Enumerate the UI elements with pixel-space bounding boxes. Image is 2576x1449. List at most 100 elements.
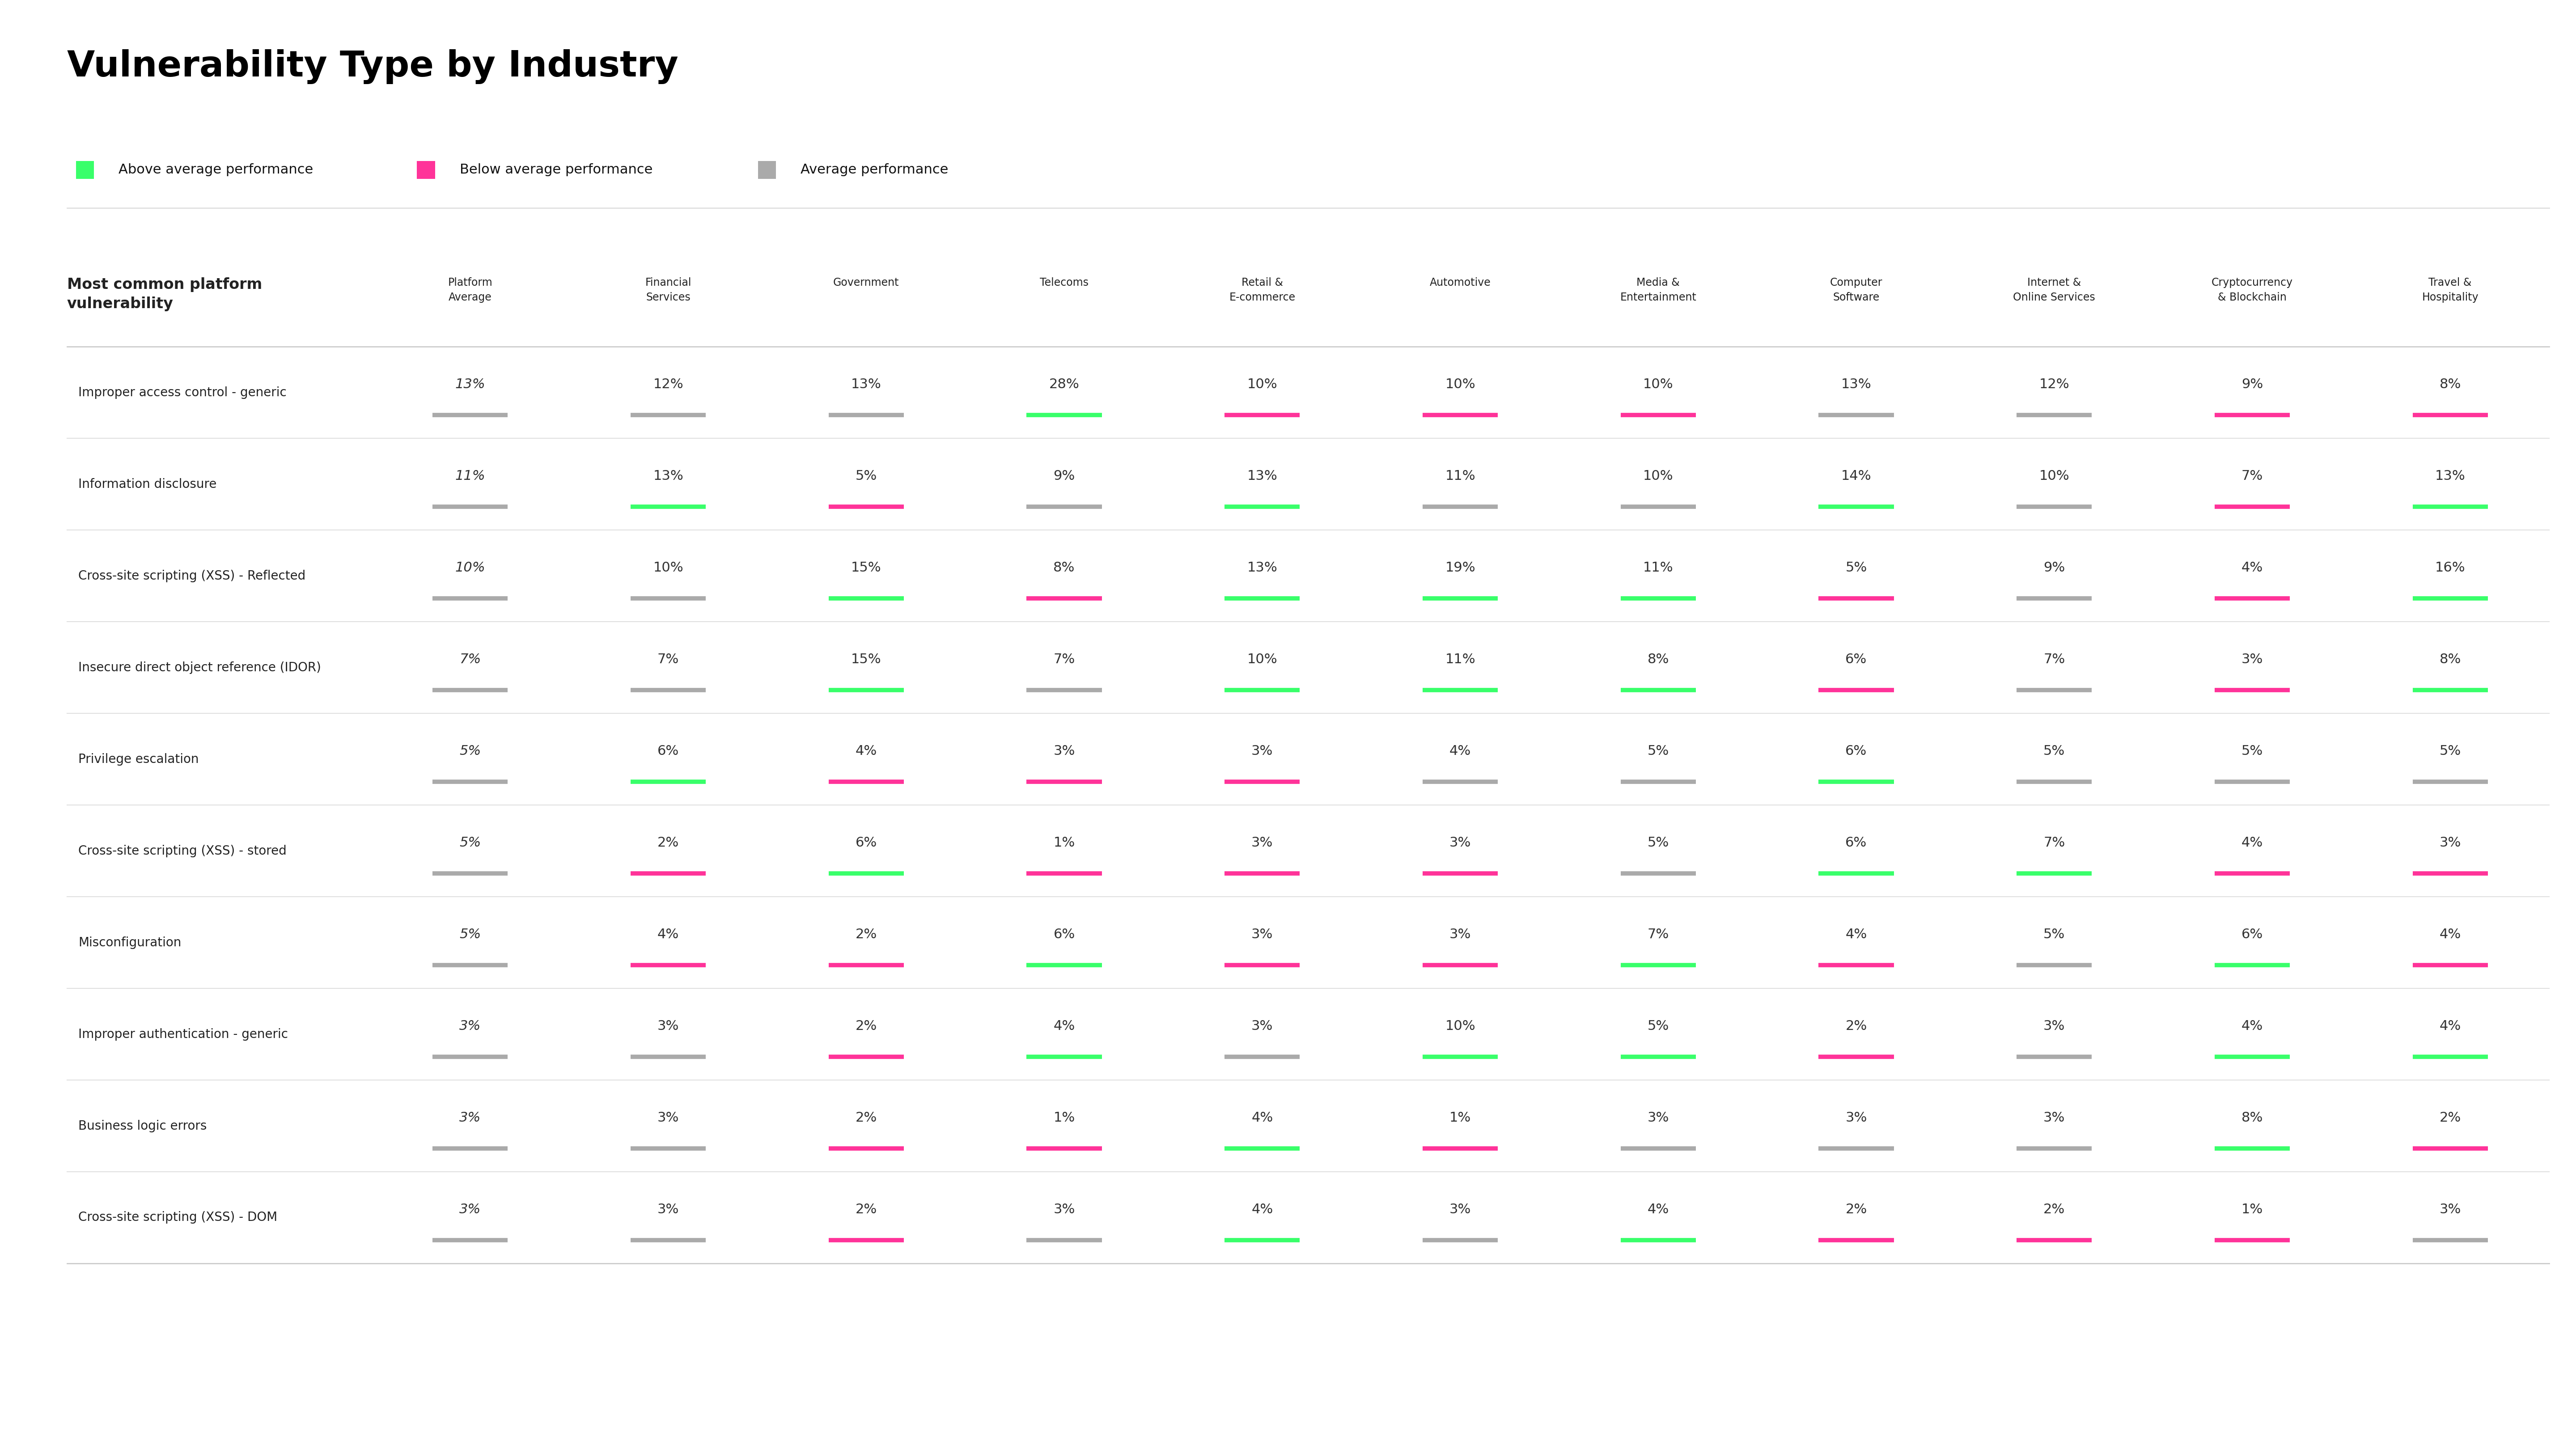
Text: Insecure direct object reference (IDOR): Insecure direct object reference (IDOR) <box>77 661 322 674</box>
Text: 15%: 15% <box>850 653 881 667</box>
Text: 14%: 14% <box>1842 469 1870 483</box>
Text: 4%: 4% <box>1252 1203 1273 1216</box>
Text: 7%: 7% <box>2241 469 2262 483</box>
Text: 3%: 3% <box>657 1111 680 1124</box>
Text: Cross-site scripting (XSS) - stored: Cross-site scripting (XSS) - stored <box>77 845 286 858</box>
Text: 9%: 9% <box>2241 378 2262 391</box>
Text: 3%: 3% <box>1450 836 1471 849</box>
Text: Improper access control - generic: Improper access control - generic <box>77 387 286 398</box>
Text: Automotive: Automotive <box>1430 277 1492 288</box>
Text: 10%: 10% <box>1247 653 1278 667</box>
Text: 2%: 2% <box>855 927 876 940</box>
Text: 4%: 4% <box>2439 927 2460 940</box>
Text: 8%: 8% <box>2439 378 2460 391</box>
Text: 3%: 3% <box>1450 1203 1471 1216</box>
Text: 7%: 7% <box>459 653 482 667</box>
Text: Cryptocurrency
& Blockchain: Cryptocurrency & Blockchain <box>2210 277 2293 303</box>
Text: Average performance: Average performance <box>801 164 948 177</box>
Text: 6%: 6% <box>2241 927 2262 940</box>
Text: 4%: 4% <box>1649 1203 1669 1216</box>
Text: 3%: 3% <box>1252 1020 1273 1033</box>
Text: 5%: 5% <box>2043 927 2066 940</box>
Text: 3%: 3% <box>459 1203 482 1216</box>
FancyBboxPatch shape <box>77 161 93 178</box>
Text: 2%: 2% <box>855 1111 876 1124</box>
Text: 3%: 3% <box>1252 927 1273 940</box>
Text: 10%: 10% <box>456 561 484 574</box>
Text: 4%: 4% <box>1450 745 1471 758</box>
Text: 4%: 4% <box>855 745 876 758</box>
Text: Retail &
E-commerce: Retail & E-commerce <box>1229 277 1296 303</box>
Text: 3%: 3% <box>1054 745 1074 758</box>
Text: 10%: 10% <box>1643 469 1674 483</box>
Text: 4%: 4% <box>657 927 680 940</box>
Text: 7%: 7% <box>1054 653 1074 667</box>
Text: 3%: 3% <box>2241 653 2262 667</box>
Text: 13%: 13% <box>1247 469 1278 483</box>
Text: 7%: 7% <box>2043 836 2066 849</box>
Text: Most common platform
vulnerability: Most common platform vulnerability <box>67 277 263 312</box>
Text: 4%: 4% <box>1844 927 1868 940</box>
Text: 8%: 8% <box>2241 1111 2262 1124</box>
Text: 12%: 12% <box>2040 378 2069 391</box>
Text: 5%: 5% <box>855 469 876 483</box>
Text: 11%: 11% <box>456 469 484 483</box>
Text: 4%: 4% <box>1054 1020 1074 1033</box>
Text: 10%: 10% <box>1643 378 1674 391</box>
FancyBboxPatch shape <box>417 161 435 178</box>
Text: 3%: 3% <box>2439 1203 2460 1216</box>
Text: Below average performance: Below average performance <box>459 164 652 177</box>
Text: 19%: 19% <box>1445 561 1476 574</box>
Text: 5%: 5% <box>2439 745 2460 758</box>
Text: 3%: 3% <box>2043 1020 2066 1033</box>
Text: 11%: 11% <box>1445 653 1476 667</box>
Text: 3%: 3% <box>459 1111 482 1124</box>
Text: 7%: 7% <box>657 653 680 667</box>
Text: 1%: 1% <box>1054 1111 1074 1124</box>
Text: Internet &
Online Services: Internet & Online Services <box>2012 277 2094 303</box>
Text: 3%: 3% <box>1252 836 1273 849</box>
Text: 5%: 5% <box>1649 1020 1669 1033</box>
Text: Above average performance: Above average performance <box>118 164 314 177</box>
Text: Vulnerability Type by Industry: Vulnerability Type by Industry <box>67 49 677 84</box>
Text: 3%: 3% <box>657 1020 680 1033</box>
Text: Media &
Entertainment: Media & Entertainment <box>1620 277 1698 303</box>
FancyBboxPatch shape <box>757 161 775 178</box>
Text: 6%: 6% <box>1844 836 1868 849</box>
Text: 5%: 5% <box>459 927 482 940</box>
Text: 2%: 2% <box>2439 1111 2460 1124</box>
Text: 10%: 10% <box>2040 469 2069 483</box>
Text: 4%: 4% <box>2439 1020 2460 1033</box>
Text: 3%: 3% <box>1054 1203 1074 1216</box>
Text: Privilege escalation: Privilege escalation <box>77 753 198 765</box>
Text: 4%: 4% <box>2241 836 2262 849</box>
Text: 3%: 3% <box>1844 1111 1868 1124</box>
Text: 8%: 8% <box>1649 653 1669 667</box>
Text: 1%: 1% <box>1054 836 1074 849</box>
Text: 15%: 15% <box>850 561 881 574</box>
Text: 5%: 5% <box>1844 561 1868 574</box>
Text: 1%: 1% <box>1450 1111 1471 1124</box>
Text: 3%: 3% <box>1649 1111 1669 1124</box>
Text: 4%: 4% <box>2241 561 2262 574</box>
Text: 13%: 13% <box>456 378 484 391</box>
Text: Financial
Services: Financial Services <box>644 277 690 303</box>
Text: 5%: 5% <box>459 836 482 849</box>
Text: 9%: 9% <box>2043 561 2066 574</box>
Text: 10%: 10% <box>1445 1020 1476 1033</box>
Text: 5%: 5% <box>459 745 482 758</box>
Text: 2%: 2% <box>1844 1020 1868 1033</box>
Text: Information disclosure: Information disclosure <box>77 478 216 490</box>
Text: 6%: 6% <box>657 745 680 758</box>
Text: 10%: 10% <box>1247 378 1278 391</box>
Text: 7%: 7% <box>2043 653 2066 667</box>
Text: 7%: 7% <box>1649 927 1669 940</box>
Text: 6%: 6% <box>1844 653 1868 667</box>
Text: Telecoms: Telecoms <box>1041 277 1090 288</box>
Text: 5%: 5% <box>1649 745 1669 758</box>
Text: 2%: 2% <box>657 836 680 849</box>
Text: 6%: 6% <box>1054 927 1074 940</box>
Text: 10%: 10% <box>654 561 683 574</box>
Text: 11%: 11% <box>1643 561 1674 574</box>
Text: Improper authentication - generic: Improper authentication - generic <box>77 1027 289 1040</box>
